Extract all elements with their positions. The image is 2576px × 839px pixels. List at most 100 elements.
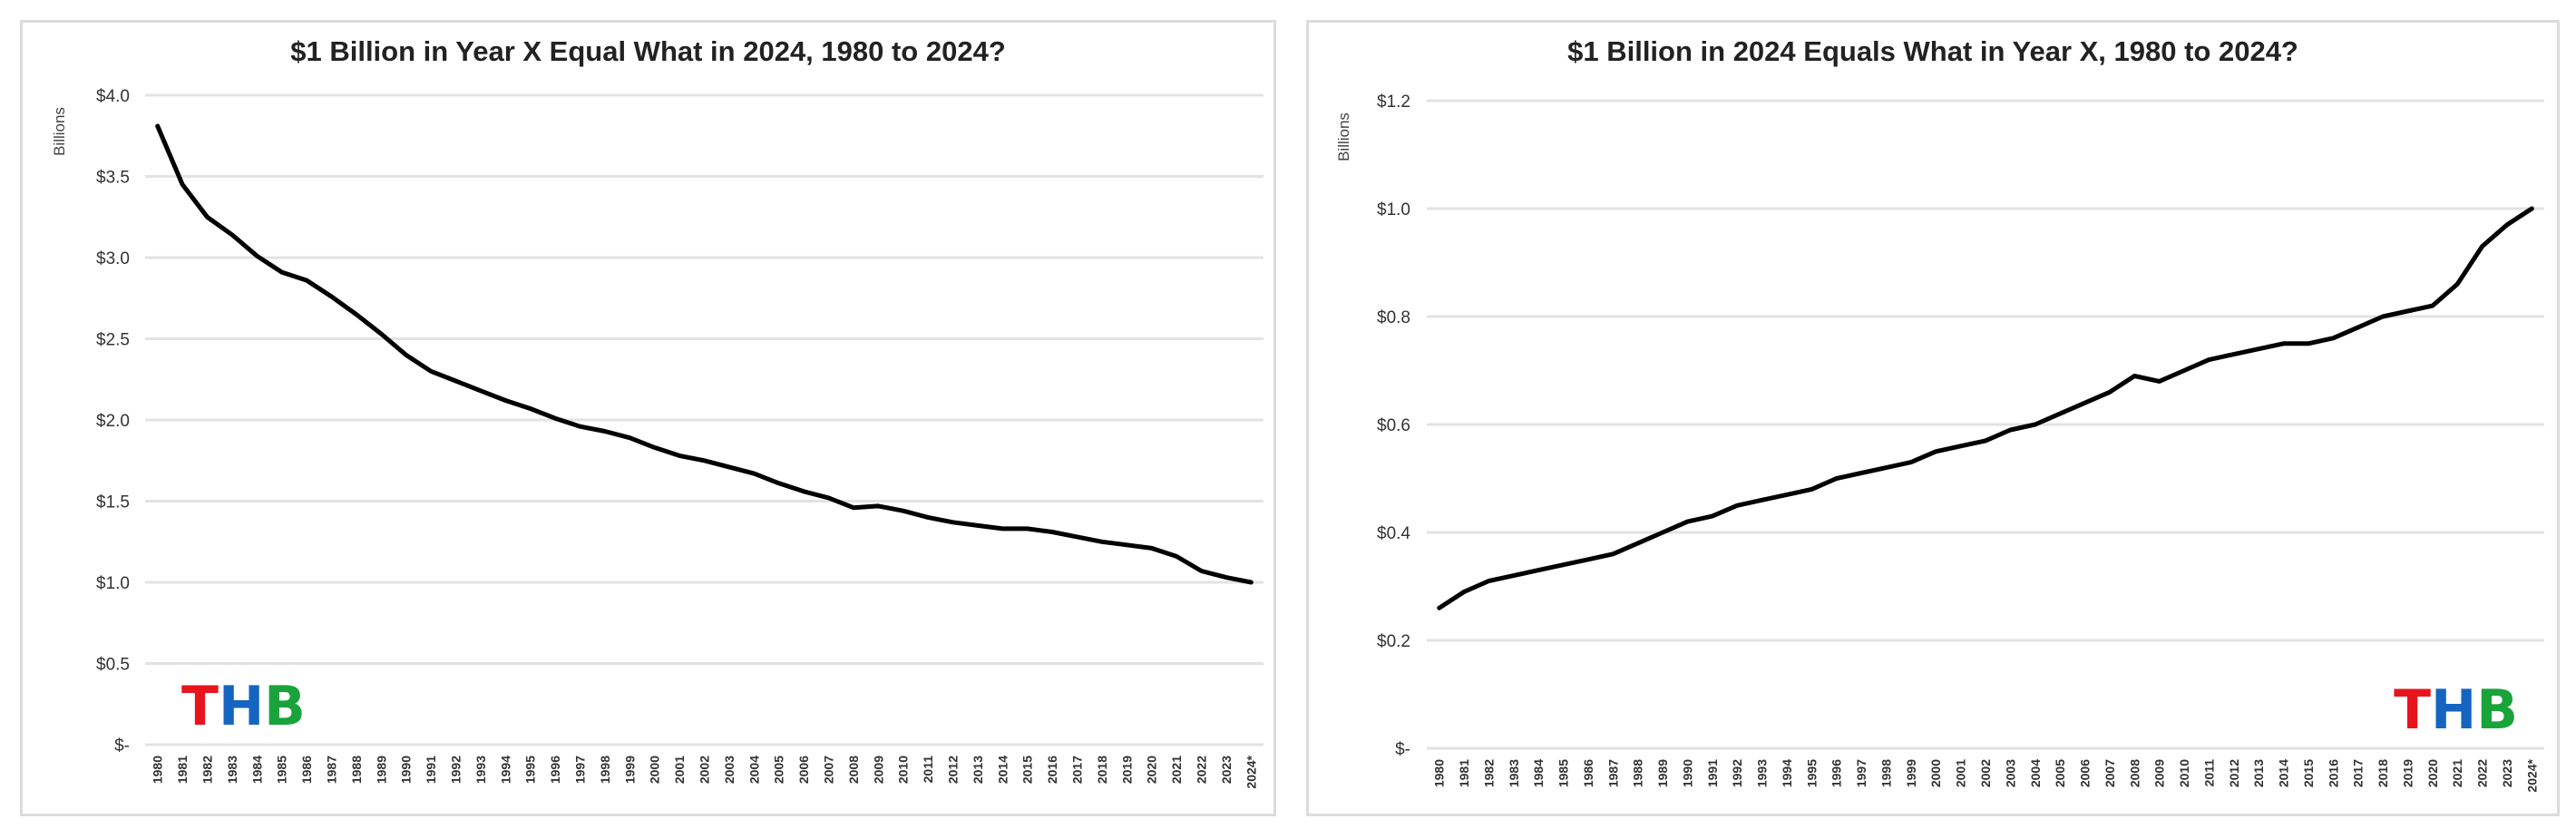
x-tick-label: 1992 [1730, 759, 1744, 787]
x-tick-label: 2007 [822, 756, 836, 784]
y-tick-label: $2.5 [96, 331, 130, 350]
x-tick-label: 2022 [2475, 759, 2490, 787]
y-tick-label: $4.0 [96, 87, 130, 106]
y-tick-label: $1.5 [96, 493, 130, 512]
x-tick-label: 1983 [1507, 759, 1521, 787]
y-tick-label: $- [114, 737, 130, 756]
x-tick-label: 2013 [2251, 759, 2266, 787]
x-tick-label: 2001 [672, 756, 687, 784]
x-tick-label: 2023 [2500, 759, 2514, 787]
x-tick-label: 1995 [523, 756, 538, 784]
x-tick-label: 2020 [1145, 756, 1159, 784]
x-tick-label: 2017 [1070, 756, 1085, 784]
x-tick-label: 1985 [1556, 759, 1571, 787]
x-tick-label: 1986 [1581, 759, 1595, 787]
x-tick-label: 2001 [1954, 759, 1968, 787]
chart-title: $1 Billion in 2024 Equals What in Year X… [1567, 35, 2298, 67]
logo-letter: H [219, 675, 264, 738]
x-tick-label: 2016 [1045, 756, 1059, 784]
x-tick-label: 1986 [299, 756, 314, 784]
x-tick-label: 1992 [449, 756, 463, 784]
x-tick-label: 2006 [796, 756, 811, 784]
x-tick-label: 2018 [2376, 759, 2390, 787]
x-tick-label: 2003 [2003, 759, 2017, 787]
x-tick-label: 1989 [374, 756, 388, 784]
x-tick-label: 2004 [2028, 759, 2043, 787]
x-tick-label: 1989 [1655, 759, 1670, 787]
x-tick-label: 1990 [399, 756, 414, 784]
x-tick-label: 1999 [622, 756, 637, 784]
logo-letter: T [181, 675, 219, 738]
x-tick-label: 1982 [200, 756, 215, 784]
chart-panel-right: $1 Billion in 2024 Equals What in Year X… [1306, 20, 2560, 816]
x-tick-label: 2015 [2301, 759, 2316, 787]
logo-letter: H [2431, 678, 2476, 742]
x-tick-label: 2005 [2053, 759, 2067, 787]
logo-letter: B [264, 675, 306, 738]
x-tick-label: 1988 [349, 756, 364, 784]
x-tick-label: 1990 [1680, 759, 1694, 787]
x-tick-label: 2013 [971, 756, 985, 784]
x-tick-label: 1980 [1432, 759, 1447, 787]
logo-letter: T [2394, 678, 2431, 742]
y-tick-label: $0.5 [96, 656, 130, 675]
x-tick-label: 1994 [498, 756, 512, 784]
x-tick-label: 2021 [2450, 759, 2464, 787]
x-tick-label: 1991 [1705, 759, 1720, 787]
x-tick-label: 2012 [2227, 759, 2241, 787]
x-tick-label: 2024* [1244, 755, 1258, 788]
x-tick-label: 1982 [1481, 759, 1496, 787]
x-tick-label: 2011 [2201, 759, 2216, 787]
x-tick-label: 2015 [1020, 756, 1035, 784]
x-tick-label: 2007 [2103, 759, 2117, 787]
x-tick-label: 2014 [995, 756, 1010, 784]
x-tick-label: 1998 [598, 756, 612, 784]
y-tick-label: $1.0 [96, 574, 130, 593]
chart-right-svg: $1 Billion in 2024 Equals What in Year X… [1335, 35, 2544, 793]
x-tick-label: 1996 [548, 756, 562, 784]
thb-logo: THB [2394, 678, 2518, 742]
x-tick-label: 2004 [746, 756, 761, 784]
x-tick-label: 1987 [325, 756, 339, 784]
x-tick-label: 1984 [249, 756, 264, 784]
data-line [1437, 206, 2534, 610]
x-tick-label: 2000 [1928, 759, 1943, 787]
x-tick-label: 2008 [2127, 759, 2142, 787]
x-tick-label: 1994 [1780, 759, 1794, 787]
chart-left-svg: $1 Billion in Year X Equal What in 2024,… [51, 35, 1264, 789]
x-tick-label: 1988 [1631, 759, 1645, 787]
data-line [155, 123, 1254, 585]
x-tick-label: 2009 [871, 756, 885, 784]
logo-letter: B [2476, 678, 2518, 742]
x-tick-label: 2020 [2425, 759, 2440, 787]
y-tick-label: $3.5 [96, 169, 130, 188]
x-tick-label: 2017 [2351, 759, 2366, 787]
x-tick-label: 1997 [1854, 759, 1869, 787]
x-tick-label: 1980 [151, 756, 165, 784]
y-tick-label: $0.6 [1377, 416, 1410, 435]
x-tick-label: 2014 [2277, 759, 2291, 787]
x-tick-label: 1991 [424, 756, 438, 784]
y-tick-label: $- [1395, 740, 1410, 759]
x-tick-label: 2023 [1219, 756, 1234, 784]
x-tick-label: 1993 [473, 756, 488, 784]
chart-panel-left: $1 Billion in Year X Equal What in 2024,… [20, 20, 1276, 816]
x-tick-label: 2024* [2524, 758, 2539, 792]
x-tick-label: 2022 [1195, 756, 1209, 784]
x-tick-label: 1981 [1457, 759, 1471, 787]
x-tick-label: 1985 [275, 756, 289, 784]
y-tick-label: $2.0 [96, 412, 130, 431]
x-tick-label: 2012 [946, 756, 961, 784]
x-tick-label: 1998 [1878, 759, 1893, 787]
x-tick-label: 2002 [1978, 759, 1993, 787]
x-tick-label: 1993 [1755, 759, 1770, 787]
x-tick-label: 2002 [698, 756, 712, 784]
x-tick-label: 2010 [896, 756, 911, 784]
x-tick-label: 1983 [225, 756, 239, 784]
y-tick-label: $1.0 [1377, 200, 1410, 220]
x-tick-label: 2005 [772, 756, 786, 784]
y-tick-label: $0.2 [1377, 632, 1410, 651]
y-axis-label: Billions [1335, 112, 1352, 161]
thb-logo: THB [181, 675, 306, 738]
x-tick-label: 2000 [648, 756, 662, 784]
